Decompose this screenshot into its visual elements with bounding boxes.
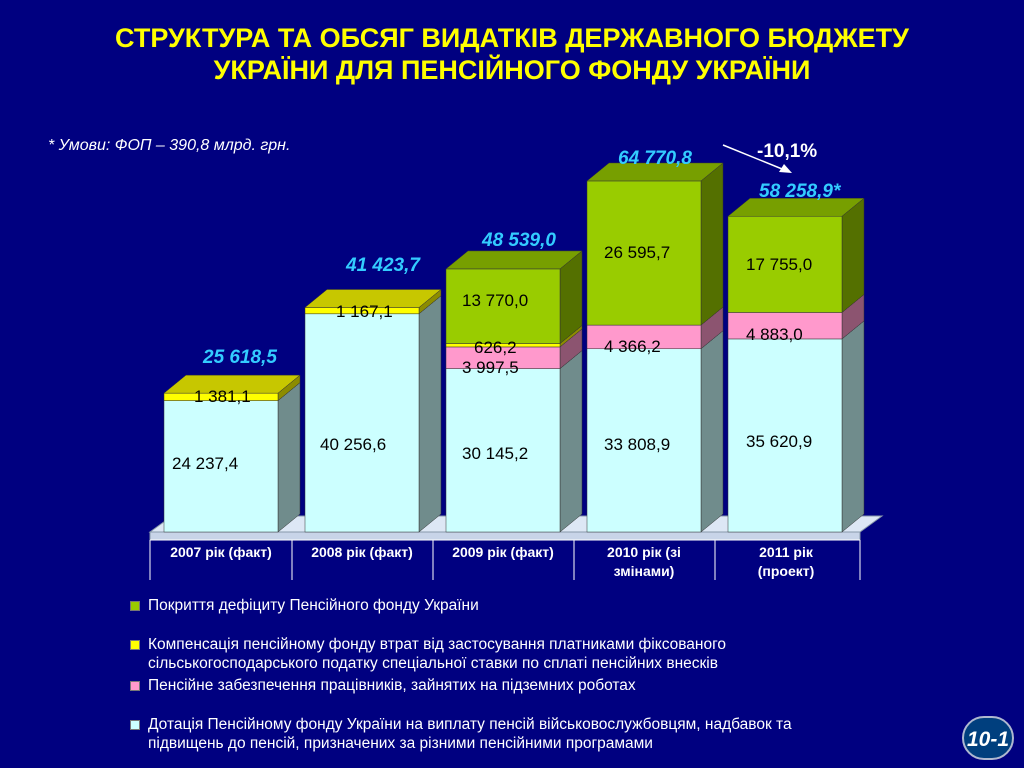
legend-label-pidzemni: Пенсійне забезпечення працівників, зайня… [148,676,948,695]
total-label: 58 258,9* [759,181,842,202]
bar-segment-deficit [586,180,702,326]
slide-title: СТРУКТУРА ТА ОБСЯГ ВИДАТКІВ ДЕРЖАВНОГО Б… [0,22,1024,86]
bar-side-dotatsiia [277,382,301,533]
legend-swatch-dotatsiia [130,720,140,730]
legend-swatch-pidzemni [130,681,140,691]
category-label: 2009 рік (факт) [452,544,554,560]
change-arrow-line [722,144,788,172]
legend-line: підвищень до пенсій, призначених за різн… [148,735,653,752]
data-label-kompensatsiia: 1 167,1 [336,302,393,321]
bar-side-deficit [841,197,865,313]
data-label-pidzemni: 3 997,5 [462,358,519,377]
legend-swatch-kompensatsiia [130,640,140,650]
legend-label-kompensatsiia: Компенсація пенсійному фонду втрат від з… [148,635,948,673]
bar-side-dotatsiia [841,320,865,533]
conditions-note: * Умови: ФОП – 390,8 млрд. грн. [48,137,291,154]
change-annotation: -10,1% [757,141,817,162]
data-label-kompensatsiia: 1 381,1 [194,387,251,406]
bar-segment-dotatsiia [304,313,420,533]
bar-segment-dotatsiia [163,400,279,533]
data-label-pidzemni: 4 883,0 [746,325,803,344]
total-label: 48 539,0 [481,230,556,251]
data-label-deficit: 17 755,0 [746,255,812,274]
change-arrow-head [779,164,792,173]
data-label-dotatsiia: 30 145,2 [462,444,528,463]
bar-segment-deficit [727,215,843,313]
bar-top-face [445,250,583,270]
category-label: 2010 рік (зі [607,544,681,560]
bar-side-dotatsiia [418,295,442,533]
chart-floor-edge [149,531,861,541]
bar-segment-dotatsiia [445,368,561,533]
data-label-deficit: 13 770,0 [462,291,528,310]
legend-line: Пенсійне забезпечення працівників, зайня… [148,677,636,694]
bar-top-face [163,374,301,394]
category-label: 2007 рік (факт) [170,544,272,560]
data-label-dotatsiia: 35 620,9 [746,432,812,451]
bar-side-dotatsiia [559,350,583,533]
data-label-kompensatsiia: 626,2 [474,338,517,357]
title-line-1: СТРУКТУРА ТА ОБСЯГ ВИДАТКІВ ДЕРЖАВНОГО Б… [115,23,909,53]
legend-label-dotatsiia: Дотація Пенсійному фонду України на випл… [148,715,948,753]
bar-segment-pidzemni [727,312,843,340]
data-label-pidzemni: 4 366,2 [604,337,661,356]
category-label: 2008 рік (факт) [311,544,413,560]
total-label: 41 423,7 [345,255,421,276]
total-label: 64 770,8 [618,148,692,169]
bar-side-dotatsiia [700,330,724,533]
title-line-2: УКРАЇНИ ДЛЯ ПЕНСІЙНОГО ФОНДУ УКРАЇНИ [213,55,811,85]
category-label: змінами) [614,563,675,579]
slide-number: 10-1 [962,716,1014,760]
total-label: 25 618,5 [202,347,277,368]
data-label-deficit: 26 595,7 [604,243,670,262]
data-label-dotatsiia: 40 256,6 [320,435,386,454]
category-label: 2011 рік [759,544,814,560]
legend-swatch-deficit [130,601,140,611]
bar-segment-dotatsiia [727,338,843,533]
legend-line: сільськогосподарського податку спеціальн… [148,655,718,672]
bar-segment-dotatsiia [586,348,702,533]
bar-top-face [586,162,724,182]
bar-segment-deficit [445,268,561,344]
bar-side-deficit [700,162,724,326]
bar-top-face [727,197,865,217]
data-label-dotatsiia: 33 808,9 [604,435,670,454]
legend-label-deficit: Покриття дефіциту Пенсійного фонду Украї… [148,596,948,615]
category-label: (проект) [758,563,815,579]
legend-line: Компенсація пенсійному фонду втрат від з… [148,636,727,653]
legend-line: Покриття дефіциту Пенсійного фонду Украї… [148,597,479,614]
bar-top-face [304,289,442,308]
legend-line: Дотація Пенсійному фонду України на випл… [148,716,792,733]
data-label-dotatsiia: 24 237,4 [172,454,238,473]
